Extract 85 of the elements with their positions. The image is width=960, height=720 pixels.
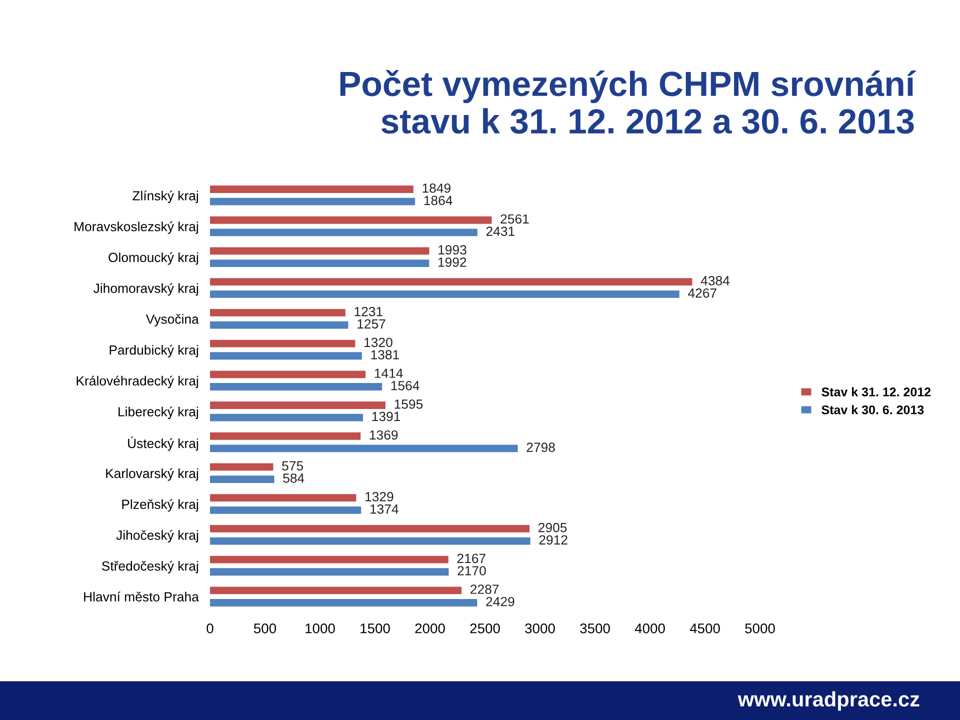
- x-tick-label: 3000: [525, 623, 555, 634]
- x-tick-label: 4000: [634, 623, 665, 634]
- data-label: 2798: [526, 442, 555, 452]
- y-tick-label: Moravskoslezský kraj: [74, 221, 198, 234]
- bar: [210, 290, 680, 298]
- y-tick-label: Pardubický kraj: [110, 344, 198, 358]
- data-label: 1381: [371, 350, 399, 360]
- data-label: 2287: [470, 584, 499, 594]
- data-label: 2912: [539, 535, 568, 545]
- y-tick-label: Liberecký kraj: [118, 406, 198, 420]
- data-label: 2431: [486, 226, 514, 236]
- bar: [210, 278, 692, 286]
- data-label: 2170: [458, 566, 486, 576]
- data-label: 1864: [424, 196, 452, 206]
- data-label: 1374: [370, 504, 398, 514]
- y-tick-label: Olomoucký kraj: [108, 252, 198, 265]
- data-label: 2561: [500, 214, 529, 224]
- bar: [210, 463, 274, 471]
- bar: [210, 321, 348, 329]
- bar: [210, 308, 346, 316]
- bar: [210, 352, 362, 360]
- data-label: 2429: [486, 596, 514, 606]
- y-tick-label: Vysočina: [146, 314, 199, 326]
- x-tick-label: 4500: [690, 623, 720, 634]
- bar: [210, 432, 361, 440]
- y-tick-label: Ústecký kraj: [128, 436, 198, 451]
- text: www.uradprace.cz: [738, 691, 920, 711]
- x-tick-label: 3500: [580, 623, 610, 634]
- x-tick-label: 2500: [470, 623, 500, 634]
- bar: [210, 537, 530, 545]
- y-tick-label: Plzeňský kraj: [122, 499, 198, 512]
- bar: [210, 383, 382, 390]
- bar: [210, 494, 356, 502]
- bar: [210, 444, 518, 452]
- bar: [210, 247, 430, 255]
- bar: [210, 556, 448, 564]
- y-tick-label: Královéhradecký kraj: [76, 376, 198, 388]
- chart-title: Počet vymezených CHPM srovnání stavu k 31. 12. 2012 a 30. 6. 2013: [340, 70, 916, 134]
- bar: [210, 586, 462, 594]
- y-tick-label: Karlovarský kraj: [106, 468, 198, 481]
- data-label: 1257: [358, 319, 386, 329]
- data-label: 2905: [538, 522, 567, 532]
- data-label: 4384: [700, 276, 730, 286]
- bar: [210, 506, 362, 514]
- data-label: 1414: [374, 368, 403, 378]
- data-label: 1391: [372, 412, 400, 422]
- data-label: 1849: [422, 183, 450, 193]
- bar: [210, 524, 530, 532]
- bar: [210, 260, 430, 268]
- x-tick-label: 5000: [745, 623, 775, 634]
- data-label: 4267: [688, 288, 716, 298]
- y-tick-label: Středočeský kraj: [102, 560, 198, 574]
- bar: [210, 599, 478, 606]
- x-tick-label: 500: [254, 623, 276, 634]
- data-label: 1992: [438, 258, 466, 267]
- bar: [210, 216, 492, 224]
- data-label: 575: [282, 461, 304, 471]
- bar: [210, 186, 414, 193]
- data-label: 1320: [364, 338, 392, 348]
- y-tick-label: Jihočeský kraj: [116, 530, 198, 542]
- bar: [210, 476, 274, 484]
- data-label: 2167: [457, 554, 486, 564]
- y-tick-label: Hlavní město Praha: [84, 592, 199, 602]
- data-label: 1993: [438, 245, 466, 255]
- bar: [210, 340, 356, 348]
- data-label: 1329: [366, 492, 394, 502]
- x-tick-label: 1500: [360, 623, 390, 634]
- x-tick-label: 1000: [306, 623, 335, 634]
- data-label: 1564: [391, 380, 420, 390]
- legend-label: Stav k 30. 6. 2013: [822, 405, 924, 414]
- data-label: 1369: [370, 430, 398, 440]
- data-label: 1231: [354, 306, 382, 316]
- bar: [210, 370, 366, 378]
- y-tick-label: Zlínský kraj: [132, 190, 198, 204]
- data-label: 584: [283, 474, 304, 483]
- bar: [210, 198, 416, 206]
- bar: [210, 414, 364, 422]
- y-tick-label: Jihomoravský kraj: [94, 283, 198, 296]
- x-tick-label: 0: [206, 623, 214, 634]
- bar: [210, 568, 449, 576]
- data-label: 1595: [394, 399, 423, 409]
- bar: [210, 402, 386, 409]
- legend-label: Stav k 31. 12. 2012: [822, 387, 931, 396]
- bar: [210, 228, 478, 236]
- x-tick-label: 2000: [415, 623, 445, 634]
